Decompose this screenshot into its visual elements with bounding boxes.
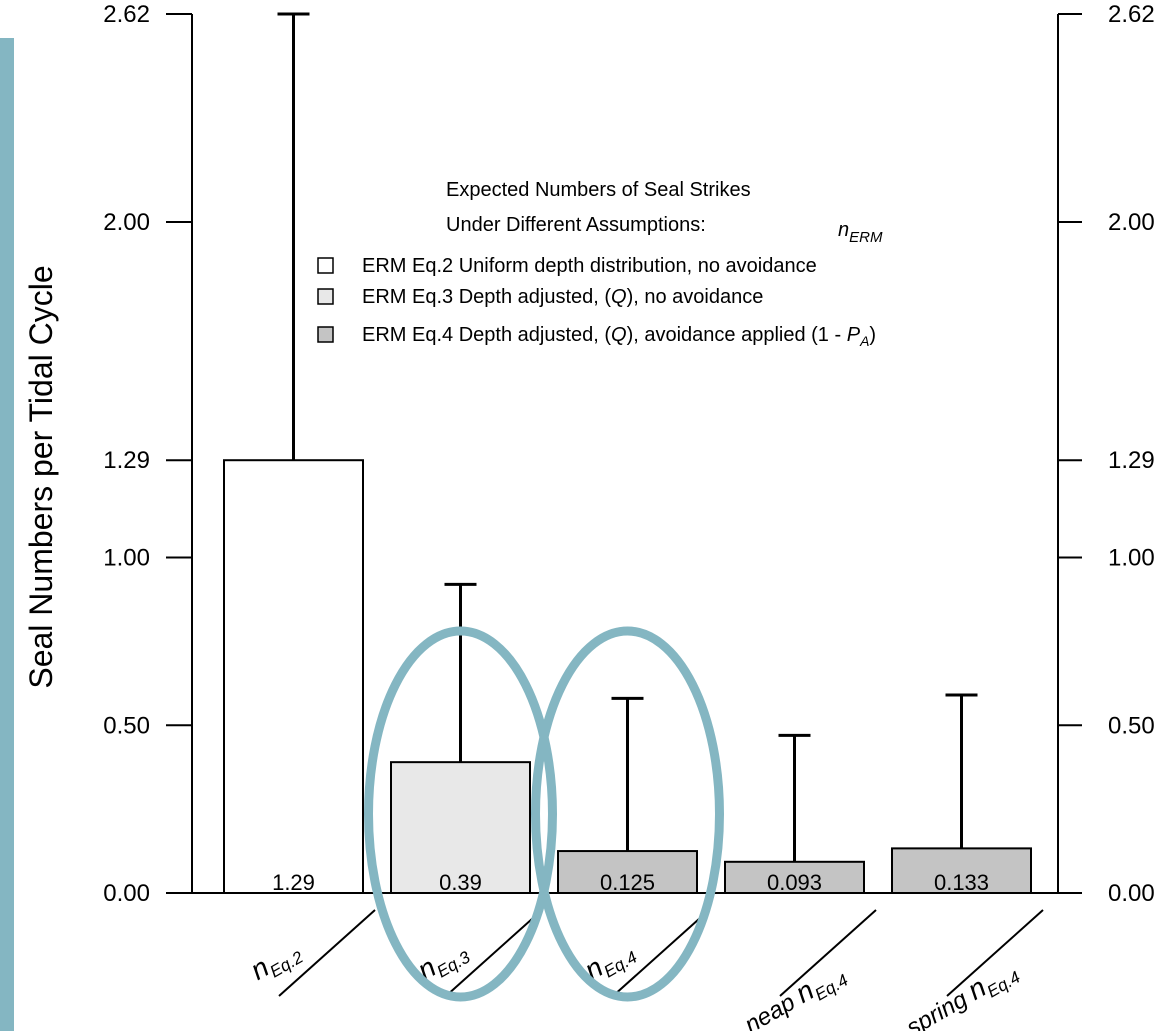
- legend-items: ERM Eq.2 Uniform depth distribution, no …: [317, 255, 876, 349]
- category-label-sub: Eq.4: [812, 971, 852, 1005]
- category-label: neap nEq.4: [738, 957, 851, 1031]
- y-tick-label-left: 2.62: [103, 1, 150, 28]
- legend-text-part: ), no avoidance: [627, 286, 764, 308]
- legend-text-part: ERM Eq.4 Depth adjusted, (: [362, 324, 611, 346]
- bar-value-label: 0.133: [934, 870, 989, 895]
- left-accent-band: [0, 38, 14, 1031]
- bar-value-label: 0.125: [600, 870, 655, 895]
- y-tick-label-left: 0.00: [103, 880, 150, 907]
- bar-value-label: 0.093: [767, 870, 822, 895]
- legend-swatch: [317, 326, 334, 343]
- category-divider: [946, 909, 1044, 997]
- category-label: spring nEq.4: [900, 954, 1024, 1031]
- y-ticks: 0.00 0.00 0.50 0.50 1.00 1.00 1.29 1.29 2.00 2.00…: [103, 1, 1154, 907]
- legend-swatch: [317, 257, 334, 274]
- category-label: nEq.2: [245, 933, 307, 989]
- legend-item-text: ERM Eq.4 Depth adjusted, (Q), avoidance …: [362, 324, 876, 349]
- y-tick-label-left: 2.00: [103, 209, 150, 236]
- legend-item-text: ERM Eq.2 Uniform depth distribution, no …: [362, 255, 817, 277]
- legend-text-part: Q: [611, 324, 627, 346]
- bars: [223, 459, 1032, 895]
- legend-text-part: A: [859, 333, 869, 349]
- category-divider: [779, 909, 877, 997]
- y-tick-label-left: 1.29: [103, 447, 150, 474]
- legend-title-symbol: nERM: [838, 219, 883, 246]
- y-tick-label-right: 0.00: [1108, 880, 1155, 907]
- y-tick-label-right: 1.29: [1108, 447, 1155, 474]
- legend-swatch: [317, 288, 334, 305]
- bar: [557, 850, 698, 895]
- category-divider: [278, 909, 376, 997]
- y-axis-label: Seal Numbers per Tidal Cycle: [23, 265, 59, 688]
- highlight-ellipse: [364, 626, 557, 1002]
- y-tick-label-right: 1.00: [1108, 545, 1155, 572]
- legend-text-part: ), avoidance applied (1 -: [627, 324, 847, 346]
- legend-item-text: ERM Eq.3 Depth adjusted, (Q), no avoidan…: [362, 286, 763, 308]
- bar-value-labels: 1.29 0.39 0.125 0.093 0.133: [272, 870, 989, 895]
- category-label-prefix: spring: [902, 982, 978, 1031]
- category-divider: [445, 909, 543, 997]
- bar: [223, 459, 364, 894]
- legend-title-line1: Expected Numbers of Seal Strikes: [446, 179, 751, 201]
- bar: [891, 847, 1032, 895]
- bar: [390, 761, 531, 894]
- highlight-ellipse: [531, 626, 724, 1002]
- error-bars: [277, 12, 978, 862]
- legend: Expected Numbers of Seal Strikes Under D…: [317, 179, 883, 349]
- highlight-ellipses: [364, 626, 724, 1002]
- legend-title-line2: Under Different Assumptions:: [446, 214, 706, 236]
- legend-text-part: ): [869, 324, 876, 346]
- legend-text-part: P: [847, 324, 861, 346]
- y-tick-label-left: 0.50: [103, 712, 150, 739]
- category-divider: [612, 909, 710, 997]
- y-tick-label-right: 2.00: [1108, 209, 1155, 236]
- bar-value-label: 0.39: [439, 870, 482, 895]
- bar: [724, 860, 865, 894]
- bar-value-label: 1.29: [272, 870, 315, 895]
- y-tick-label-right: 2.62: [1108, 1, 1155, 28]
- category-label-sub: Eq.4: [984, 968, 1024, 1002]
- y-tick-label-right: 0.50: [1108, 712, 1155, 739]
- y-tick-label-left: 1.00: [103, 545, 150, 572]
- legend-text-part: ERM Eq.3 Depth adjusted, (: [362, 286, 611, 308]
- legend-text-part: Q: [611, 286, 627, 308]
